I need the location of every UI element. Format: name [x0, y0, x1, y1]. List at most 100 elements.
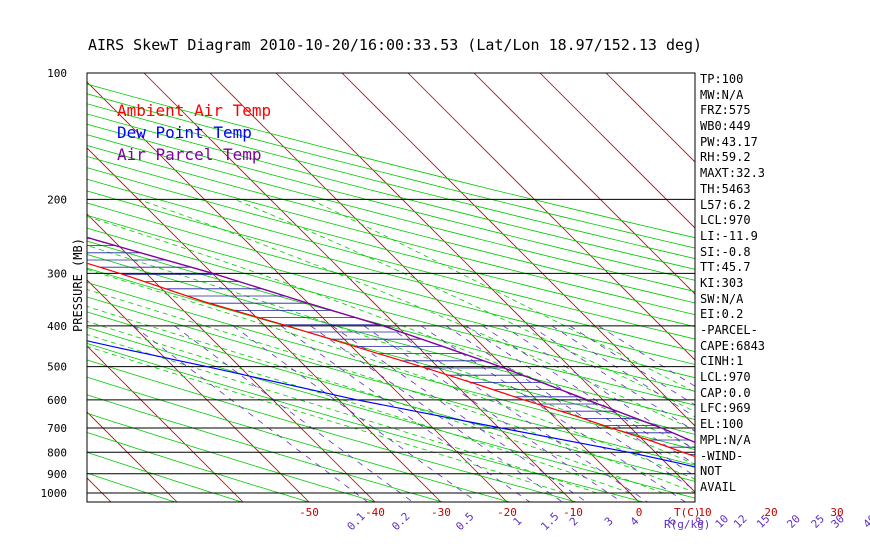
index-row: CINH:1	[700, 354, 744, 369]
air-parcel-temp-line	[87, 236, 695, 444]
mixing-ratio-tick-label: 1	[511, 515, 525, 529]
isotherm-line	[341, 73, 695, 427]
dry-adiabat-line	[87, 167, 695, 328]
dry-adiabat-line	[87, 267, 695, 435]
pressure-tick-label: 600	[47, 394, 67, 407]
pressure-tick-label: 700	[47, 422, 67, 435]
mixing-ratio-tick-label: 40	[861, 512, 870, 531]
isotherm-line	[209, 73, 640, 502]
index-row: LFC:969	[700, 401, 751, 416]
dry-adiabat-line	[87, 103, 695, 259]
dry-adiabat-line	[87, 134, 695, 292]
moist-adiabat-line	[87, 289, 695, 494]
pressure-tick-label: 100	[47, 67, 67, 80]
mixing-ratio-line	[232, 325, 478, 502]
index-row: TT:45.7	[700, 260, 751, 275]
moist-adiabat-line	[310, 199, 695, 393]
dry-adiabat-line	[87, 145, 695, 304]
index-row: TP:100	[700, 72, 744, 86]
index-row: MAXT:32.3	[700, 166, 766, 181]
legend-dew-point-temp: Dew Point Temp	[117, 123, 252, 142]
isotherm-line	[0, 73, 45, 502]
mixing-ratio-line	[363, 325, 623, 502]
index-row: LI:-11.9	[700, 228, 758, 243]
dry-adiabat-line	[87, 227, 695, 392]
isotherm-line	[87, 81, 508, 502]
mixing-ratio-line	[174, 325, 414, 502]
dry-adiabat-line	[87, 296, 695, 466]
bottom-temp-tick-label: 30	[830, 506, 843, 519]
index-row: NOT	[700, 464, 722, 479]
index-row: LCL:970	[700, 213, 751, 228]
index-row: MPL:N/A	[700, 432, 751, 447]
mixing-ratio-line	[310, 325, 564, 502]
legend-ambient-air-temp: Ambient Air Temp	[117, 101, 272, 120]
dry-adiabat-line	[87, 254, 695, 421]
dry-adiabat-line	[87, 202, 695, 365]
bottom-temp-tick-label: -20	[497, 506, 517, 519]
bottom-temp-tick-label: 20	[764, 506, 777, 519]
pressure-tick-label: 200	[47, 193, 67, 206]
bottom-temp-tick-label: 0	[636, 506, 643, 519]
dry-adiabat-line	[87, 93, 695, 249]
mixing-ratio-line	[280, 325, 531, 502]
index-row: KI:303	[700, 275, 744, 290]
dry-adiabat-line	[87, 190, 695, 353]
isotherm-line	[87, 147, 442, 502]
index-row: TH:5463	[700, 181, 751, 196]
mixing-ratio-line	[465, 325, 695, 477]
mixing-ratio-tick-label: 0.5	[453, 510, 476, 533]
mixing-ratio-unit-label: R(g/kg)	[664, 518, 710, 531]
pressure-tick-label: 800	[47, 446, 67, 459]
index-row: CAP:0.0	[700, 385, 751, 400]
mixing-ratio-tick-label: 12	[731, 512, 750, 531]
pressure-tick-label: 1000	[41, 487, 68, 500]
isotherm-line	[275, 73, 695, 493]
index-row: EL:100	[700, 417, 744, 432]
dry-adiabat-line	[87, 214, 695, 379]
ambient-air-temp-line	[87, 262, 695, 458]
mixing-ratio-line	[332, 325, 588, 502]
isotherm-line	[407, 73, 695, 361]
x-axis-unit-label: T(C)	[674, 506, 701, 519]
mixing-ratio-tick-label: 25	[809, 512, 828, 531]
bottom-temp-tick-label: -30	[431, 506, 451, 519]
y-axis-label: PRESSURE (MB)	[71, 238, 85, 332]
mixing-ratio-tick-label: 1.5	[538, 510, 561, 533]
index-row: EI:0.2	[700, 307, 744, 322]
index-row: SW:N/A	[700, 291, 744, 306]
index-row: WB0:449	[700, 119, 751, 134]
index-row: CAPE:6843	[700, 338, 766, 353]
isotherm-line	[87, 411, 178, 502]
index-row: -WIND-	[700, 448, 744, 463]
index-row: RH:59.2	[700, 150, 751, 165]
pressure-tick-label: 400	[47, 320, 67, 333]
isotherm-line	[87, 279, 310, 502]
moist-adiabat-line	[87, 216, 695, 449]
mixing-ratio-tick-label: 20	[784, 512, 803, 531]
mixing-ratio-tick-label: 10	[713, 512, 732, 531]
dry-adiabat-line	[87, 178, 695, 340]
index-row: PW:43.17	[700, 134, 758, 149]
dry-adiabat-line	[87, 113, 695, 270]
isotherm-line	[87, 345, 244, 502]
pressure-tick-label: 900	[47, 468, 67, 481]
bottom-temp-tick-label: -10	[563, 506, 583, 519]
index-panel: TP:100 MW:N/A FRZ:575 WB0:449 PW:43.17 RH:59.…	[700, 72, 868, 496]
mixing-ratio-line	[387, 325, 649, 502]
bottom-temp-tick-label: -50	[299, 506, 319, 519]
dry-adiabat-line	[87, 281, 695, 450]
dry-adiabat-line	[87, 123, 695, 281]
dry-adiabat-line	[87, 240, 695, 406]
mixing-ratio-tick-label: 0.2	[389, 510, 412, 533]
dry-adiabat-line	[87, 155, 695, 316]
mixing-ratio-line	[421, 325, 687, 502]
chart-title: AIRS SkewT Diagram 2010-10-20/16:00:33.5…	[88, 36, 703, 54]
mixing-ratio-tick-label: 3	[602, 515, 616, 529]
index-row: SI:-0.8	[700, 244, 751, 259]
pressure-tick-label: 500	[47, 361, 67, 374]
isotherm-line	[473, 73, 695, 295]
index-row: L57:6.2	[700, 197, 751, 212]
index-row: FRZ:575	[700, 103, 751, 118]
